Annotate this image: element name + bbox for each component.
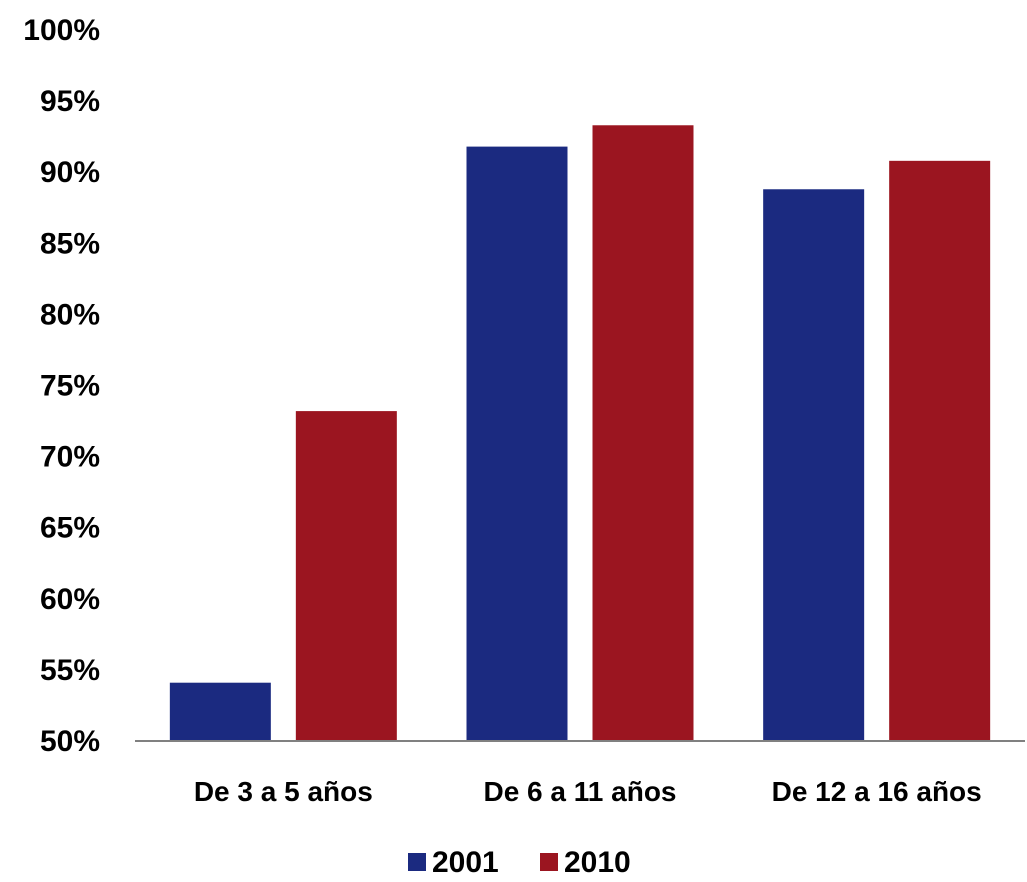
bar-2001-1 bbox=[169, 682, 271, 741]
bar-2001-3 bbox=[763, 189, 865, 741]
bar-2010-1 bbox=[295, 411, 397, 741]
legend-swatch-2010 bbox=[540, 853, 558, 871]
bars bbox=[169, 125, 991, 742]
y-axis-ticks: 50% 55% 60% 65% 70% 75% 80% 85% 90% 95% 100% bbox=[23, 14, 100, 758]
y-tick-label: 80% bbox=[40, 298, 100, 331]
y-tick-label: 95% bbox=[40, 85, 100, 118]
y-tick-label: 55% bbox=[40, 654, 100, 687]
y-tick-label: 100% bbox=[23, 14, 100, 47]
legend: 2001 2010 bbox=[408, 846, 631, 879]
y-tick-label: 65% bbox=[40, 512, 100, 545]
x-tick-label: De 6 a 11 años bbox=[483, 776, 676, 807]
y-tick-label: 50% bbox=[40, 725, 100, 758]
bar-2010-2 bbox=[592, 125, 694, 742]
y-tick-label: 85% bbox=[40, 227, 100, 260]
bar-2001-2 bbox=[466, 146, 568, 741]
legend-label-2001: 2001 bbox=[432, 846, 499, 879]
x-tick-label: De 3 a 5 años bbox=[194, 776, 373, 807]
y-tick-label: 60% bbox=[40, 583, 100, 616]
legend-swatch-2001 bbox=[408, 853, 426, 871]
y-tick-label: 90% bbox=[40, 156, 100, 189]
y-tick-label: 75% bbox=[40, 370, 100, 403]
legend-label-2010: 2010 bbox=[564, 846, 631, 879]
x-tick-label: De 12 a 16 años bbox=[772, 776, 982, 807]
y-tick-label: 70% bbox=[40, 441, 100, 474]
bar-2010-3 bbox=[889, 160, 991, 742]
x-axis-labels: De 3 a 5 años De 6 a 11 años De 12 a 16 añ… bbox=[194, 776, 982, 807]
